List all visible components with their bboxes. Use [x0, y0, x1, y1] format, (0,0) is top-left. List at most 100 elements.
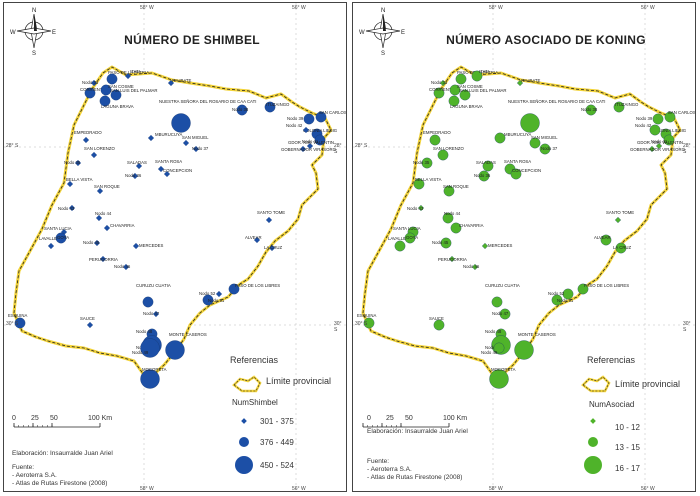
locality-marker[interactable] — [600, 234, 612, 246]
locality-marker[interactable] — [110, 89, 122, 101]
locality-marker[interactable] — [440, 237, 452, 249]
locality-marker[interactable] — [157, 165, 165, 173]
locality-marker[interactable] — [192, 145, 200, 153]
locality-marker[interactable] — [264, 101, 276, 113]
locality-marker[interactable] — [86, 321, 94, 329]
locality-marker[interactable] — [82, 136, 90, 144]
locality-marker[interactable] — [315, 111, 327, 123]
locality-marker[interactable] — [142, 296, 154, 308]
locality-marker[interactable] — [122, 263, 130, 271]
locality-marker[interactable] — [47, 242, 55, 250]
locality-marker[interactable] — [132, 242, 140, 250]
locality-marker[interactable] — [577, 283, 589, 295]
locality-marker[interactable] — [471, 263, 479, 271]
locality-marker[interactable] — [613, 101, 625, 113]
locality-marker[interactable] — [516, 79, 524, 87]
locality-marker[interactable] — [482, 160, 494, 172]
locality-marker[interactable] — [417, 204, 425, 212]
locality-marker[interactable] — [404, 232, 416, 244]
locality-marker[interactable] — [14, 317, 26, 329]
locality-marker[interactable] — [450, 222, 462, 234]
locality-marker[interactable] — [99, 255, 107, 263]
locality-marker[interactable] — [93, 239, 101, 247]
locality-marker[interactable] — [167, 79, 175, 87]
locality-marker[interactable] — [171, 113, 191, 133]
locality-marker[interactable] — [494, 132, 506, 144]
locality-marker[interactable] — [449, 84, 461, 96]
locality-marker[interactable] — [433, 319, 445, 331]
locality-marker[interactable] — [664, 111, 676, 123]
locality-marker[interactable] — [514, 340, 534, 360]
locality-marker[interactable] — [551, 294, 563, 306]
locality-marker[interactable] — [95, 214, 103, 222]
locality-marker[interactable] — [448, 95, 460, 107]
locality-marker[interactable] — [459, 89, 471, 101]
locality-marker[interactable] — [228, 283, 240, 295]
locality-marker[interactable] — [529, 137, 541, 149]
locality-marker[interactable] — [562, 288, 574, 300]
locality-marker[interactable] — [481, 242, 489, 250]
locality-marker[interactable] — [429, 134, 441, 146]
locality-marker[interactable] — [394, 240, 406, 252]
locality-marker[interactable] — [103, 224, 111, 232]
locality-marker[interactable] — [614, 216, 622, 224]
locality-marker[interactable] — [124, 72, 132, 80]
locality-marker[interactable] — [84, 87, 96, 99]
locality-marker[interactable] — [413, 178, 425, 190]
locality-marker[interactable] — [163, 170, 171, 178]
locality-marker[interactable] — [663, 134, 675, 146]
locality-marker[interactable] — [306, 142, 314, 150]
locality-marker[interactable] — [433, 87, 445, 99]
locality-marker[interactable] — [202, 294, 214, 306]
locality-marker[interactable] — [303, 113, 315, 125]
locality-marker[interactable] — [615, 242, 627, 254]
locality-marker[interactable] — [90, 151, 98, 159]
locality-marker[interactable] — [268, 244, 276, 252]
locality-marker[interactable] — [363, 317, 375, 329]
locality-marker[interactable] — [215, 290, 223, 298]
locality-marker[interactable] — [493, 342, 505, 354]
locality-marker[interactable] — [439, 79, 447, 87]
locality-marker[interactable] — [478, 170, 490, 182]
locality-marker[interactable] — [100, 84, 112, 96]
locality-marker[interactable] — [265, 216, 273, 224]
locality-marker[interactable] — [135, 162, 143, 170]
locality-marker[interactable] — [455, 73, 467, 85]
locality-marker[interactable] — [585, 104, 597, 116]
locality-marker[interactable] — [90, 79, 98, 87]
locality-marker[interactable] — [147, 134, 155, 142]
locality-marker[interactable] — [99, 95, 111, 107]
locality-marker[interactable] — [421, 157, 433, 169]
locality-marker[interactable] — [131, 172, 139, 180]
locality-marker[interactable] — [510, 168, 522, 180]
locality-marker[interactable] — [489, 369, 509, 389]
locality-marker[interactable] — [443, 185, 455, 197]
locality-marker[interactable] — [648, 145, 656, 153]
locality-marker[interactable] — [299, 145, 307, 153]
locality-marker[interactable] — [442, 212, 454, 224]
locality-marker[interactable] — [471, 70, 483, 82]
locality-marker[interactable] — [96, 187, 104, 195]
locality-marker[interactable] — [182, 139, 190, 147]
locality-marker[interactable] — [68, 204, 76, 212]
locality-marker[interactable] — [499, 308, 511, 320]
locality-marker[interactable] — [152, 310, 160, 318]
locality-marker[interactable] — [236, 104, 248, 116]
locality-marker[interactable] — [302, 126, 310, 134]
locality-marker[interactable] — [106, 73, 118, 85]
locality-marker[interactable] — [253, 236, 261, 244]
locality-marker[interactable] — [448, 255, 456, 263]
locality-marker[interactable] — [55, 232, 67, 244]
locality-marker[interactable] — [655, 142, 663, 150]
locality-marker[interactable] — [649, 124, 661, 136]
locality-marker[interactable] — [314, 134, 326, 146]
locality-marker[interactable] — [539, 143, 551, 155]
locality-marker[interactable] — [74, 159, 82, 167]
locality-marker[interactable] — [66, 180, 74, 188]
locality-marker[interactable] — [437, 149, 449, 161]
locality-marker[interactable] — [140, 338, 160, 358]
locality-marker[interactable] — [140, 369, 160, 389]
locality-marker[interactable] — [491, 296, 503, 308]
